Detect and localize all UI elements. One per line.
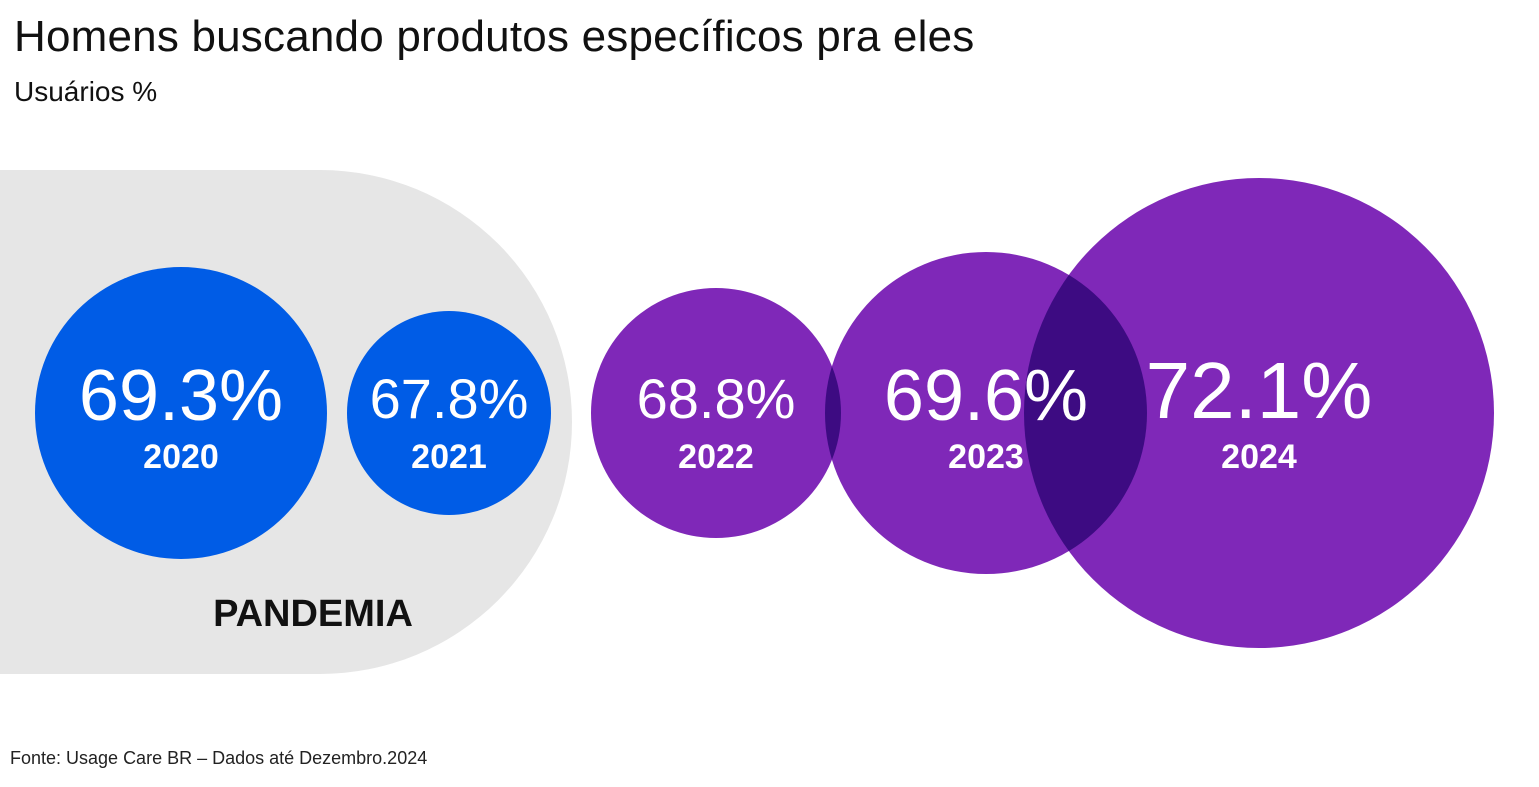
- value-label-2020: 69.3%: [79, 356, 283, 436]
- source-note: Fonte: Usage Care BR – Dados até Dezembr…: [10, 748, 428, 768]
- year-label-2024: 2024: [1221, 438, 1297, 476]
- year-label-2023: 2023: [948, 438, 1024, 476]
- bubble-2022: [591, 288, 841, 538]
- bubble-2024: [1024, 178, 1494, 648]
- bubble-2021: [347, 311, 551, 515]
- labels-group: 69.3%2020 67.8% 2021 68.8% 2022 69.6%2023 72.1…: [79, 346, 1373, 476]
- value-label-2024: 72.1%: [1146, 346, 1373, 435]
- bubble-2020: [35, 267, 327, 559]
- chart-subtitle: Usuários %: [14, 76, 158, 107]
- value-label-2021: 67.8%: [370, 367, 529, 430]
- chart-title: Homens buscando produtos específicos pra…: [14, 12, 975, 61]
- pandemic-label: PANDEMIA: [213, 593, 413, 635]
- value-label-2022: 68.8%: [637, 367, 796, 430]
- year-label-2021: 2021: [411, 438, 487, 476]
- year-label-2020: 2020: [143, 438, 219, 476]
- value-label-2023: 69.6%: [884, 356, 1088, 436]
- year-label-2022: 2022: [678, 438, 754, 476]
